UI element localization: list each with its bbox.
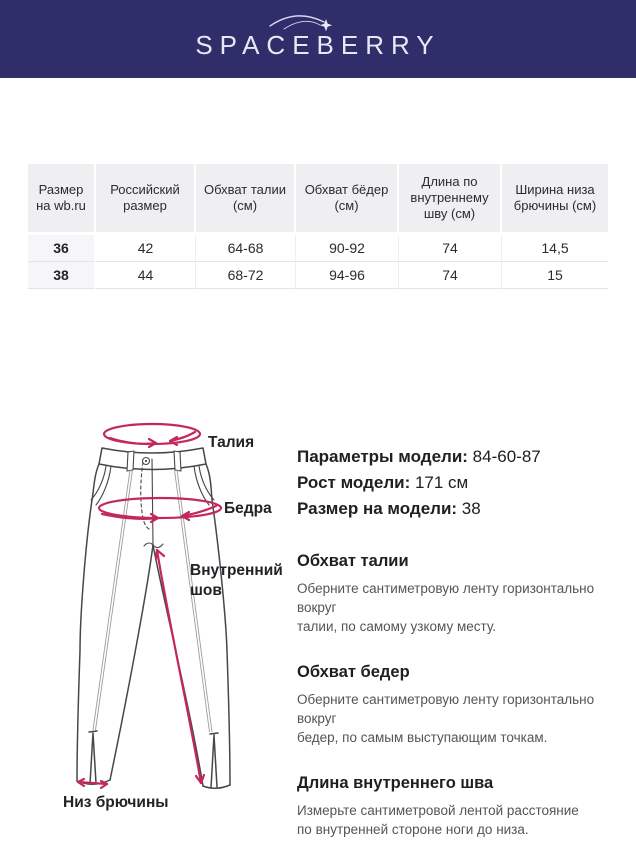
cell-waist: 64-68 bbox=[196, 235, 296, 262]
model-params-value: 84-60-87 bbox=[467, 447, 541, 466]
cell-hips: 94-96 bbox=[296, 262, 399, 289]
cell-ru-size: 42 bbox=[96, 235, 196, 262]
howto-inseam-section: Длина внутреннего шва Измерьте сантиметр… bbox=[297, 774, 623, 839]
measurement-arrows bbox=[76, 422, 223, 790]
howto-hips-title: Обхват бедер bbox=[297, 663, 410, 681]
cell-waist: 68-72 bbox=[196, 262, 296, 289]
size-table-container: Размер на wb.ru Российский размер Обхват… bbox=[28, 164, 608, 289]
model-size-value: 38 bbox=[457, 499, 481, 518]
howto-inseam-title: Длина внутреннего шва bbox=[297, 774, 494, 792]
cell-wb-size: 36 bbox=[28, 235, 96, 262]
inseam-label: Внутренний шов bbox=[190, 562, 283, 600]
model-height-line: Рост модели: 171 см bbox=[297, 470, 623, 496]
hips-label: Бедра bbox=[224, 500, 272, 517]
model-height-value: 171 см bbox=[410, 473, 469, 492]
howto-waist-title: Обхват талии bbox=[297, 552, 409, 570]
measuring-info-column: Параметры модели: 84-60-87 Рост модели: … bbox=[297, 444, 623, 839]
cell-ru-size: 44 bbox=[96, 262, 196, 289]
cell-hem-width: 15 bbox=[502, 262, 608, 289]
col-header-inseam: Длина по внутреннему шву (см) bbox=[399, 164, 502, 235]
howto-inseam-text: Измерьте сантиметровой лентой расстояние… bbox=[297, 803, 579, 837]
brand-logo: SPACEBERRY bbox=[195, 30, 441, 60]
model-size-label: Размер на модели: bbox=[297, 499, 458, 518]
cell-hips: 90-92 bbox=[296, 235, 399, 262]
cell-inseam: 74 bbox=[399, 235, 502, 262]
cell-wb-size: 38 bbox=[28, 262, 96, 289]
table-header-row: Размер на wb.ru Российский размер Обхват… bbox=[28, 164, 608, 235]
shooting-star-icon bbox=[269, 15, 333, 32]
col-header-hips: Обхват бёдер (см) bbox=[296, 164, 399, 235]
howto-hips-text: Оберните сантиметровую ленту горизонталь… bbox=[297, 692, 595, 745]
model-params-line: Параметры модели: 84-60-87 bbox=[297, 444, 623, 470]
cell-hem-width: 14,5 bbox=[502, 235, 608, 262]
table-row-size-36: 36 42 64-68 90-92 74 14,5 bbox=[28, 235, 608, 262]
col-header-waist: Обхват талии (см) bbox=[196, 164, 296, 235]
howto-waist-text: Оберните сантиметровую ленту горизонталь… bbox=[297, 581, 595, 634]
waist-label: Талия bbox=[208, 434, 255, 451]
model-params-label: Параметры модели: bbox=[297, 447, 468, 466]
howto-waist-section: Обхват талии Оберните сантиметровую лент… bbox=[297, 552, 623, 636]
hem-label: Низ брючины bbox=[63, 794, 169, 811]
table-row-size-38: 38 44 68-72 94-96 74 15 bbox=[28, 262, 608, 289]
model-height-label: Рост модели: bbox=[297, 473, 411, 492]
howto-hips-section: Обхват бедер Оберните сантиметровую лент… bbox=[297, 663, 623, 747]
col-header-wb-size: Размер на wb.ru bbox=[28, 164, 96, 235]
pants-measurement-diagram: Талия Бедра Внутренний шов Низ брючины bbox=[30, 418, 300, 818]
model-size-line: Размер на модели: 38 bbox=[297, 496, 623, 522]
col-header-ru-size: Российский размер bbox=[96, 164, 196, 235]
col-header-hem-width: Ширина низа брючины (см) bbox=[502, 164, 608, 235]
size-table: Размер на wb.ru Российский размер Обхват… bbox=[28, 164, 608, 289]
pants-drawing bbox=[76, 422, 231, 790]
cell-inseam: 74 bbox=[399, 262, 502, 289]
brand-header: SPACEBERRY bbox=[0, 0, 636, 78]
